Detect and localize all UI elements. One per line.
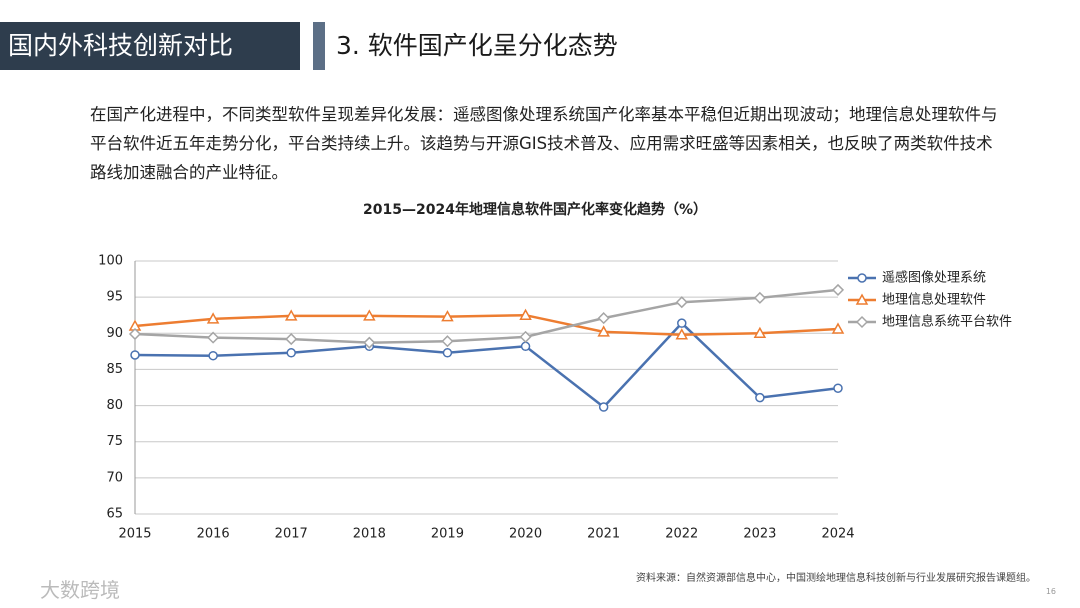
marker xyxy=(598,402,609,412)
y-tick-label: 85 xyxy=(106,362,123,377)
x-tick-label: 2021 xyxy=(587,527,620,542)
series-line xyxy=(134,288,839,344)
marker xyxy=(441,335,454,348)
marker xyxy=(855,293,869,305)
x-tick-label: 2024 xyxy=(821,527,854,542)
marker xyxy=(831,322,845,334)
x-tick-label: 2017 xyxy=(275,527,308,542)
marker xyxy=(284,309,298,321)
series-line xyxy=(134,321,839,409)
marker xyxy=(520,341,531,352)
marker xyxy=(207,331,220,344)
y-tick-label: 70 xyxy=(106,470,123,485)
legend-label: 地理信息处理软件 xyxy=(882,292,986,308)
watermark: 大数跨境 xyxy=(40,578,120,602)
marker xyxy=(597,312,610,325)
y-tick-label: 75 xyxy=(106,434,123,449)
chart-title: 2015—2024年地理信息软件国产化率变化趋势（%） xyxy=(363,201,707,218)
marker xyxy=(855,315,869,329)
x-tick-label: 2018 xyxy=(353,527,386,542)
y-tick-label: 65 xyxy=(106,507,123,522)
marker xyxy=(597,325,610,337)
page-number: 16 xyxy=(1045,587,1056,596)
section-title: 3. 软件国产化呈分化态势 xyxy=(336,31,618,60)
marker xyxy=(857,273,867,283)
x-tick-label: 2023 xyxy=(743,527,776,542)
x-tick-label: 2016 xyxy=(197,527,230,542)
x-tick-label: 2022 xyxy=(665,527,698,542)
x-tick-label: 2015 xyxy=(118,527,151,542)
series-line xyxy=(134,313,839,336)
marker xyxy=(208,350,218,361)
marker xyxy=(753,326,767,339)
marker xyxy=(675,296,688,309)
x-tick-label: 2020 xyxy=(509,527,542,542)
paragraph: 在国产化进程中，不同类型软件呈现差异化发展：遥感图像处理系统国产化率基本平稳但近… xyxy=(90,105,998,182)
marker xyxy=(130,350,140,360)
marker xyxy=(519,308,532,320)
legend-label: 地理信息系统平台软件 xyxy=(882,314,1012,330)
y-tick-label: 100 xyxy=(98,254,123,269)
marker xyxy=(831,283,845,296)
marker xyxy=(363,336,376,349)
source: 资料来源：自然资源部信息中心，中国测绘地理信息科技创新与行业发展研究报告课题组。 xyxy=(636,573,1036,584)
x-tick-label: 2019 xyxy=(431,527,464,542)
legend-label: 遥感图像处理系统 xyxy=(882,270,986,286)
header-title: 国内外科技创新对比 xyxy=(0,22,300,70)
marker xyxy=(286,348,296,358)
marker xyxy=(442,348,453,358)
marker xyxy=(677,318,687,328)
accent-bar xyxy=(313,22,325,70)
marker xyxy=(285,333,298,346)
marker xyxy=(441,310,454,322)
marker xyxy=(833,383,843,393)
marker xyxy=(675,328,689,340)
y-tick-label: 80 xyxy=(106,398,123,413)
y-tick-label: 90 xyxy=(106,326,123,341)
y-tick-label: 95 xyxy=(106,290,123,305)
marker xyxy=(519,330,532,343)
marker xyxy=(128,327,142,341)
marker xyxy=(363,309,376,321)
marker xyxy=(755,392,765,403)
marker xyxy=(206,312,220,324)
marker xyxy=(753,291,766,304)
